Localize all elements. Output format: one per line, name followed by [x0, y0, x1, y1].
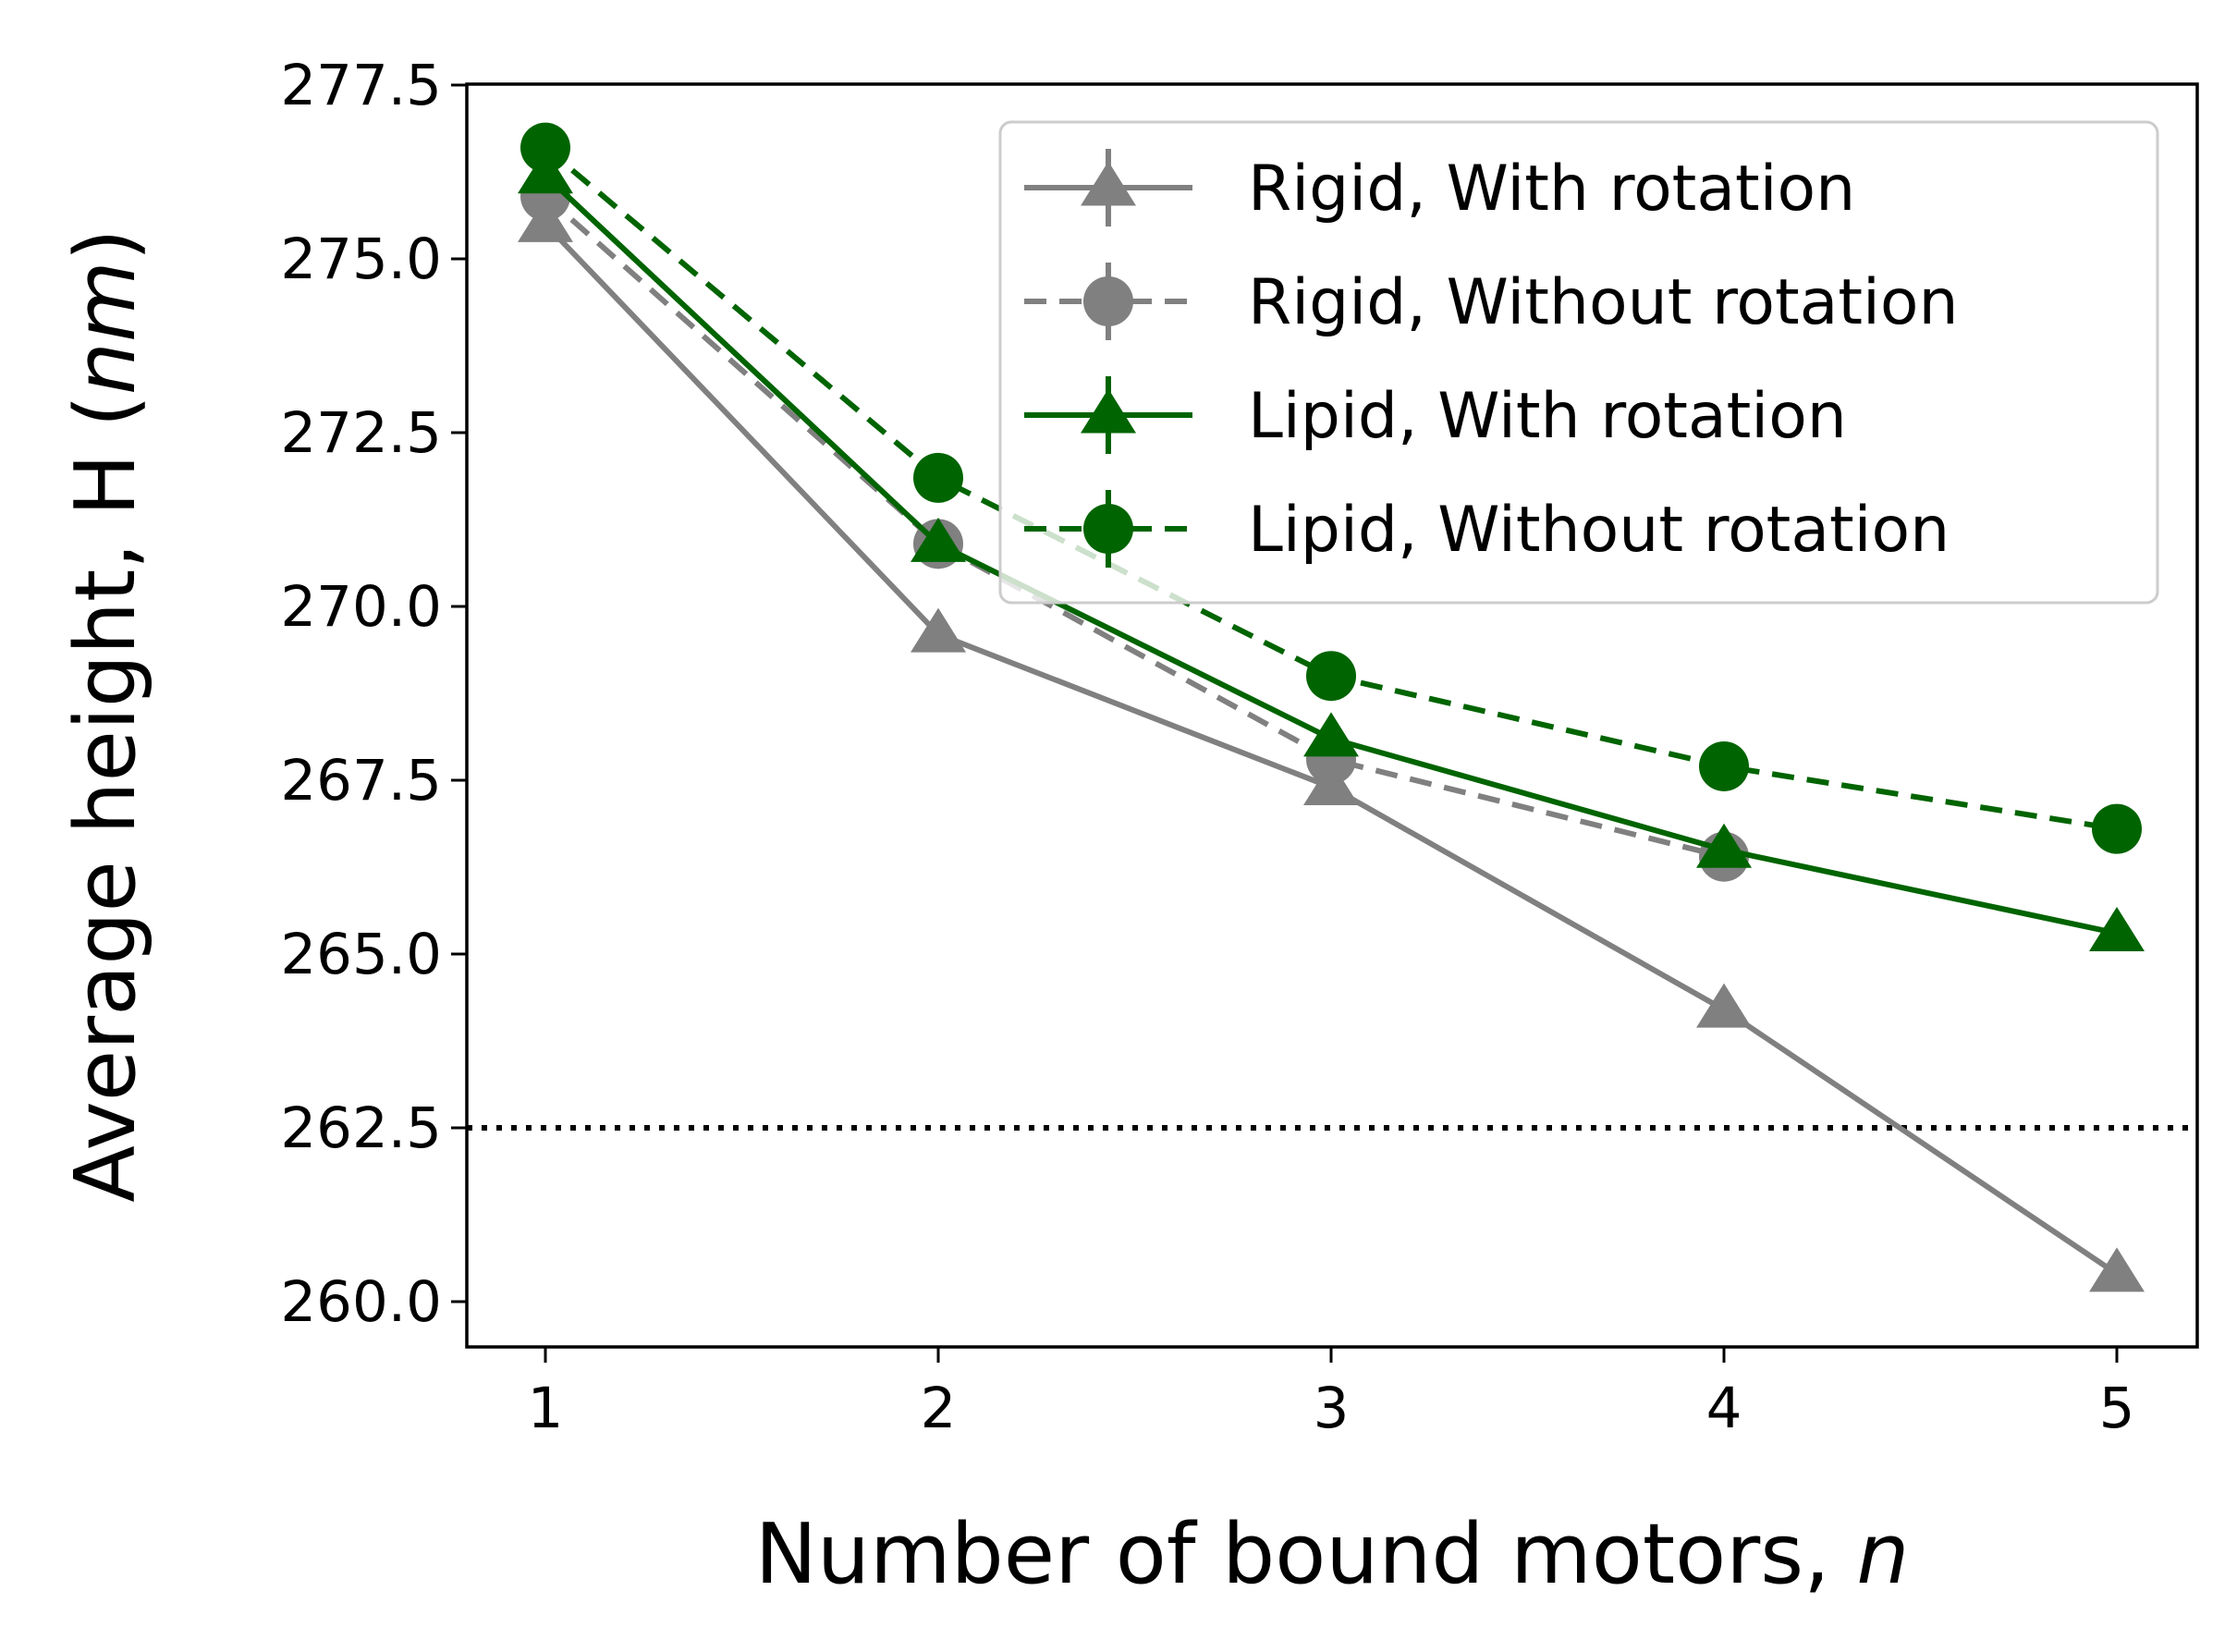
x-tick-label: 2 [921, 1376, 957, 1441]
y-tick-label: 270.0 [280, 574, 442, 640]
legend-marker [1083, 504, 1133, 554]
series-4 [520, 122, 2142, 854]
y-tick-label: 262.5 [280, 1095, 442, 1161]
x-axis-label: Number of bound motors, n [755, 1506, 1910, 1603]
y-tick-label: 265.0 [280, 922, 442, 987]
y-axis-label-unit: nm [57, 261, 154, 395]
legend-marker [1081, 388, 1136, 434]
legend-label: Rigid, Without rotation [1248, 266, 1959, 339]
legend-label: Rigid, With rotation [1248, 153, 1855, 226]
data-point [1306, 651, 1356, 702]
legend-label: Lipid, With rotation [1248, 380, 1847, 453]
x-tick-label: 1 [528, 1376, 564, 1441]
legend-label: Lipid, Without rotation [1248, 494, 1950, 567]
data-point [911, 607, 966, 653]
data-point [913, 452, 963, 503]
data-point [1699, 740, 1749, 791]
data-point [1696, 823, 1752, 868]
legend-marker [1081, 161, 1136, 206]
y-tick-label: 272.5 [280, 400, 442, 466]
data-point [1696, 983, 1752, 1028]
data-point [911, 517, 966, 562]
y-tick-label: 260.0 [280, 1269, 442, 1335]
legend-item: Rigid, Without rotation [1024, 263, 1959, 340]
y-axis-label-close: ) [57, 228, 154, 261]
legend-item: Lipid, Without rotation [1024, 490, 1950, 568]
y-axis-label: Average height, H (nm) [57, 228, 154, 1203]
x-tick-label: 5 [2099, 1376, 2135, 1441]
data-point [1303, 712, 1359, 757]
y-axis-label-text: Average height, H ( [57, 395, 154, 1203]
y-tick-label: 275.0 [280, 226, 442, 292]
y-tick-label: 277.5 [280, 53, 442, 118]
legend: Rigid, With rotation Rigid, Without rotat… [998, 120, 2159, 605]
x-axis-label-text: Number of bound motors, [755, 1506, 1857, 1603]
legend-box [998, 120, 2159, 605]
x-tick-label: 3 [1314, 1376, 1350, 1441]
data-point [520, 122, 570, 173]
data-point [2089, 906, 2145, 951]
x-axis-label-variable: n [1856, 1506, 1909, 1603]
legend-marker [1083, 276, 1133, 326]
data-point [2089, 1247, 2145, 1292]
series-line [544, 194, 1725, 860]
y-tick-label: 267.5 [280, 748, 442, 814]
x-tick-label: 4 [1706, 1376, 1742, 1441]
legend-item: Rigid, With rotation [1024, 149, 1855, 226]
legend-item: Lipid, With rotation [1024, 376, 1847, 454]
data-point [2092, 803, 2142, 854]
series-3 [518, 149, 2145, 951]
